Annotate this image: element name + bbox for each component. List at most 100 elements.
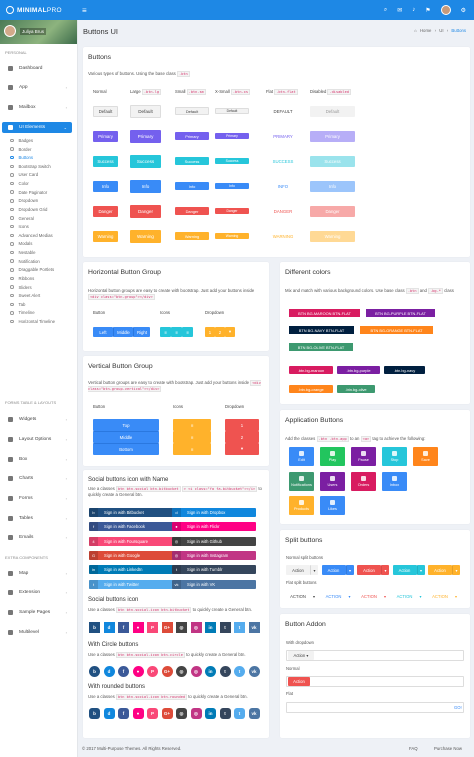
- success-button-small[interactable]: Success: [175, 157, 209, 165]
- submenu-item[interactable]: Date Paginator: [10, 190, 47, 195]
- danger-button-small[interactable]: Danger: [175, 207, 209, 215]
- app-orders-button[interactable]: Orders: [351, 472, 376, 491]
- vgroup-top-button[interactable]: Top: [93, 419, 159, 431]
- sign-in-linkedin-button[interactable]: in Sign in with LinkedIn: [89, 565, 173, 575]
- search-icon[interactable]: ⌕: [383, 6, 388, 13]
- hamburger-menu-icon[interactable]: ≡: [82, 5, 87, 15]
- social-icon-button[interactable]: t: [234, 708, 245, 719]
- vgroup-icon-3[interactable]: ≡: [173, 443, 211, 455]
- warning-button-large[interactable]: Warning: [130, 230, 161, 243]
- bg-orange-button[interactable]: .btn.bg-orange: [289, 385, 333, 393]
- hgroup-align-center-icon[interactable]: ≡: [171, 327, 182, 337]
- addon-action-dropdown[interactable]: Action ▾: [288, 651, 314, 660]
- chevron-down-icon[interactable]: ▾: [454, 593, 458, 599]
- social-icon-button[interactable]: b: [89, 708, 100, 719]
- hgroup-right-button[interactable]: Right: [133, 327, 150, 337]
- social-icon-button[interactable]: ●: [132, 622, 144, 633]
- hgroup-align-right-icon[interactable]: ≡: [182, 327, 193, 337]
- bell-icon[interactable]: ♪: [412, 7, 416, 13]
- app-edit-button[interactable]: Edit: [289, 447, 314, 466]
- sign-in-bitbucket-button[interactable]: b Sign in with Bitbucket: [89, 508, 173, 517]
- danger-button-xsmall[interactable]: Danger: [215, 208, 249, 214]
- footer-purchase-link[interactable]: Purchase Now: [434, 746, 462, 751]
- sidebar-item-sample-pages[interactable]: Sample Pages ›: [2, 607, 72, 618]
- split-flat-action-button[interactable]: ACTION: [432, 593, 448, 599]
- social-icon-button[interactable]: f: [118, 622, 129, 633]
- submenu-item[interactable]: Advanced Medias: [10, 233, 53, 238]
- split-action-button[interactable]: Action: [321, 565, 346, 575]
- primary-button-flat[interactable]: PRIMARY: [273, 134, 293, 139]
- vgroup-middle-button[interactable]: Middle: [93, 431, 159, 443]
- default-button-flat[interactable]: DEFAULT: [273, 109, 293, 114]
- addon-flat-input[interactable]: [286, 702, 464, 713]
- app-notifications-button[interactable]: Notifications: [289, 472, 314, 491]
- profile-avatar[interactable]: [4, 25, 16, 37]
- success-button-normal[interactable]: Success: [93, 156, 118, 167]
- social-icon-button[interactable]: ◎: [176, 708, 187, 719]
- sign-in-dropbox-button[interactable]: d Sign in with Dropbox: [172, 508, 256, 517]
- flag-icon[interactable]: ⚑: [425, 7, 431, 14]
- default-button-small[interactable]: Default: [175, 107, 209, 115]
- danger-button-flat[interactable]: DANGER: [273, 209, 293, 214]
- sign-in-flickr-button[interactable]: ● Sign in with Flickr: [172, 522, 256, 532]
- split-action-button[interactable]: Action: [286, 565, 310, 575]
- profile-name[interactable]: Juliya Brus: [20, 28, 47, 35]
- submenu-item[interactable]: Notification: [10, 259, 40, 264]
- breadcrumb-ui[interactable]: UI: [439, 28, 444, 33]
- app-inbox-button[interactable]: Inbox: [382, 472, 407, 491]
- social-icon-button[interactable]: t: [234, 666, 245, 677]
- user-avatar[interactable]: [440, 5, 451, 15]
- split-action-button[interactable]: Action: [428, 565, 452, 575]
- submenu-item[interactable]: Dropdown: [10, 198, 38, 203]
- sidebar-item-mailbox[interactable]: Mailbox ›: [2, 102, 72, 113]
- social-icon-button[interactable]: b: [89, 666, 100, 677]
- submenu-item[interactable]: Icons: [10, 224, 29, 229]
- primary-button-normal[interactable]: Primary: [93, 131, 118, 142]
- sign-in-tumblr-button[interactable]: t Sign in with Tumblr: [172, 565, 256, 575]
- chevron-down-icon[interactable]: ▾: [225, 327, 235, 337]
- split-flat-action-button[interactable]: ACTION: [396, 593, 413, 599]
- social-icon-button[interactable]: f: [118, 708, 129, 719]
- split-action-button[interactable]: Action: [392, 565, 417, 575]
- breadcrumb-home[interactable]: Home: [419, 28, 432, 33]
- social-icon-button[interactable]: G+: [161, 666, 173, 677]
- social-icon-button[interactable]: vk: [248, 622, 260, 633]
- info-button-xsmall[interactable]: Info: [215, 183, 249, 189]
- split-flat-action-button[interactable]: ACTION: [290, 593, 306, 599]
- social-icon-button[interactable]: vk: [248, 666, 260, 677]
- social-icon-button[interactable]: t: [219, 666, 231, 677]
- vgroup-icon-2[interactable]: ≡: [173, 431, 211, 443]
- social-icon-button[interactable]: in: [205, 708, 216, 719]
- submenu-item[interactable]: Draggable Portlets: [10, 267, 54, 272]
- hgroup-middle-button[interactable]: Middle: [113, 327, 133, 337]
- chevron-down-icon[interactable]: ▾: [419, 593, 422, 599]
- chevron-down-icon[interactable]: ▾: [452, 565, 460, 575]
- hgroup-dd-2[interactable]: 2: [215, 327, 225, 337]
- split-action-button[interactable]: Action: [357, 565, 381, 575]
- chevron-down-icon[interactable]: ▾: [345, 565, 354, 575]
- default-button-large[interactable]: Default: [130, 105, 161, 118]
- social-icon-button[interactable]: ●: [132, 666, 144, 677]
- info-button-flat[interactable]: INFO: [277, 184, 289, 189]
- info-button-large[interactable]: Info: [130, 180, 161, 193]
- vgroup-bottom-button[interactable]: Bottom: [93, 443, 159, 455]
- sidebar-item-charts[interactable]: Charts ›: [2, 473, 72, 484]
- submenu-item[interactable]: Horizontal Timeline: [10, 319, 55, 324]
- social-icon-button[interactable]: t: [219, 622, 231, 633]
- success-button-xsmall[interactable]: Success: [215, 158, 249, 164]
- bg-olive-flat-button[interactable]: BTN BG-OLIVE BTN-FLAT: [289, 343, 353, 351]
- addon-dropdown-input[interactable]: [286, 650, 464, 661]
- bg-maroon-flat-button[interactable]: BTN BG-MAROON BTN-FLAT: [289, 309, 360, 317]
- bg-navy-flat-button[interactable]: BTN BG-NAVY BTN-FLAT: [289, 326, 354, 334]
- social-icon-button[interactable]: ◎: [176, 622, 187, 633]
- bg-maroon-button[interactable]: .btn.bg-maroon: [289, 366, 333, 374]
- app-likes-button[interactable]: Likes: [320, 496, 345, 515]
- sign-in-foursquare-button[interactable]: 4 Sign in with Foursquare: [89, 536, 173, 546]
- submenu-item[interactable]: Badges: [10, 138, 33, 143]
- success-button-large[interactable]: Success: [130, 155, 161, 168]
- sidebar-item-box[interactable]: Box ›: [2, 454, 72, 465]
- social-icon-button[interactable]: t: [219, 708, 231, 719]
- social-icon-button[interactable]: f: [118, 666, 129, 677]
- split-flat-action-button[interactable]: ACTION: [325, 593, 342, 599]
- sign-in-facebook-button[interactable]: f Sign in with Facebook: [89, 522, 173, 532]
